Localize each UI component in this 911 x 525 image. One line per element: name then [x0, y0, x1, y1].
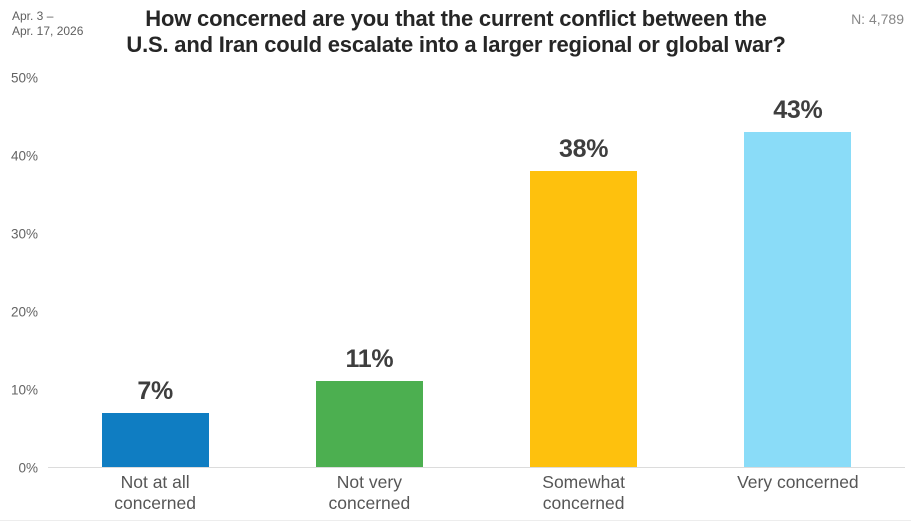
bar-value-label: 38% — [559, 135, 609, 164]
chart-title: How concerned are you that the current c… — [126, 6, 786, 57]
bar-not-very-concerned — [315, 381, 423, 467]
bar-value-label: 11% — [345, 345, 394, 374]
y-tick-40: 40% — [10, 148, 38, 164]
y-tick-30: 30% — [10, 226, 38, 242]
sample-size-label: N: 4,789 — [851, 11, 904, 27]
bottom-divider — [0, 520, 911, 521]
bar-somewhat-concerned — [530, 171, 638, 467]
bar-very-concerned — [744, 132, 852, 467]
plot-area: 50% 40% 30% 20% 10% 0% 7% 11% 38% 43% — [0, 71, 911, 476]
y-tick-10: 10% — [10, 382, 38, 398]
bar-group-not-at-all-concerned: 7% — [48, 78, 262, 467]
bar-group-very-concerned: 43% — [691, 78, 905, 467]
bar-value-label: 43% — [773, 96, 823, 125]
x-axis-labels: Not at all concerned Not very concerned … — [48, 472, 905, 515]
bar-group-somewhat-concerned: 38% — [477, 78, 691, 467]
bar-not-at-all-concerned — [101, 412, 209, 467]
y-tick-0: 0% — [18, 460, 38, 476]
x-label-very-concerned: Very concerned — [737, 472, 859, 492]
x-label-not-at-all-concerned: Not at all concerned — [114, 472, 196, 514]
x-label-not-very-concerned: Not very concerned — [328, 472, 411, 514]
y-tick-50: 50% — [10, 70, 38, 86]
bar-group-not-very-concerned: 11% — [262, 78, 476, 467]
x-label-somewhat-concerned: Somewhat concerned — [542, 472, 625, 514]
bars-container: 7% 11% 38% 43% — [48, 78, 905, 468]
bar-value-label: 7% — [137, 376, 173, 405]
y-tick-20: 20% — [10, 304, 38, 320]
y-axis: 50% 40% 30% 20% 10% 0% — [0, 71, 38, 476]
survey-date-range: Apr. 3 – Apr. 17, 2026 — [12, 9, 84, 38]
